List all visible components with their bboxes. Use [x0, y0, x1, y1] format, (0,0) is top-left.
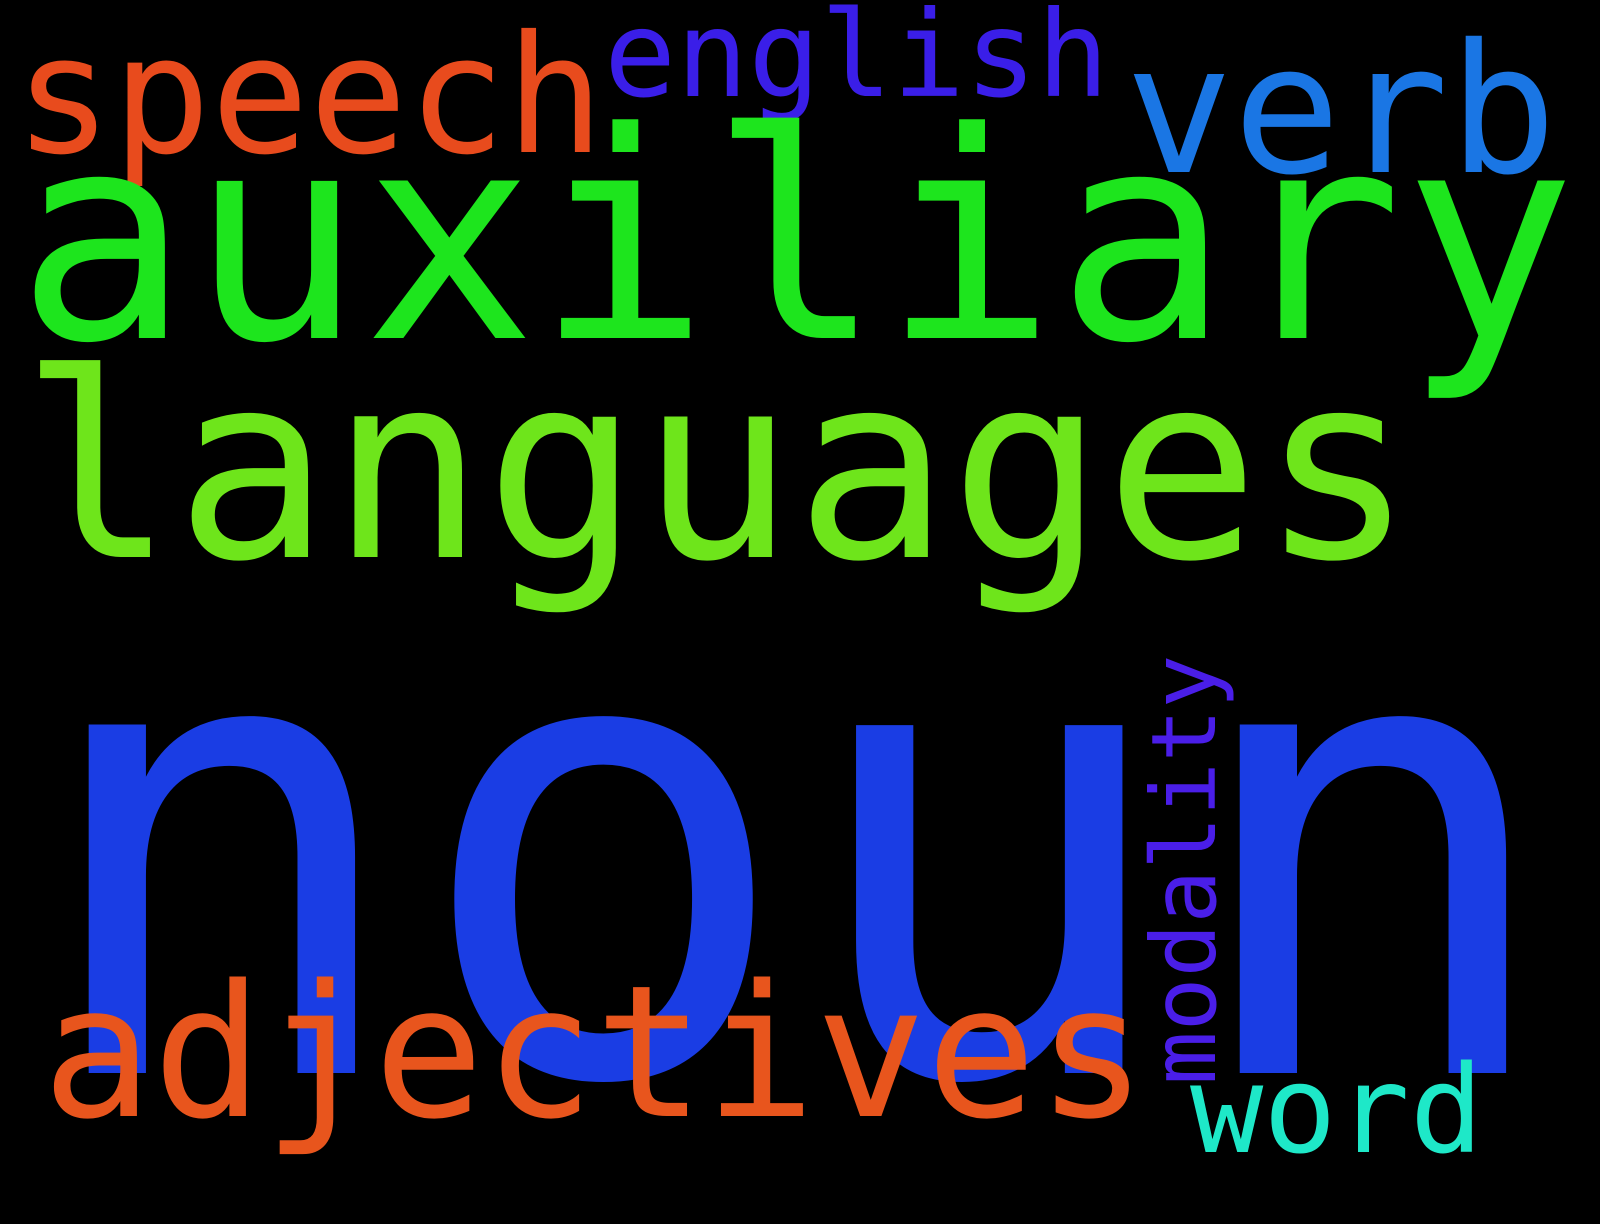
word-english: english [604, 0, 1109, 125]
word-word: word [1190, 1039, 1484, 1181]
word-auxiliary: auxiliary [16, 71, 1577, 406]
word-adjectives: adjectives [42, 947, 1148, 1160]
word-speech: speech [14, 0, 605, 191]
word-verb: verb [1125, 7, 1557, 215]
word-noun: noun [28, 482, 1563, 1224]
word-modality: modality [1133, 654, 1237, 1085]
word-languages: languages [20, 318, 1415, 618]
